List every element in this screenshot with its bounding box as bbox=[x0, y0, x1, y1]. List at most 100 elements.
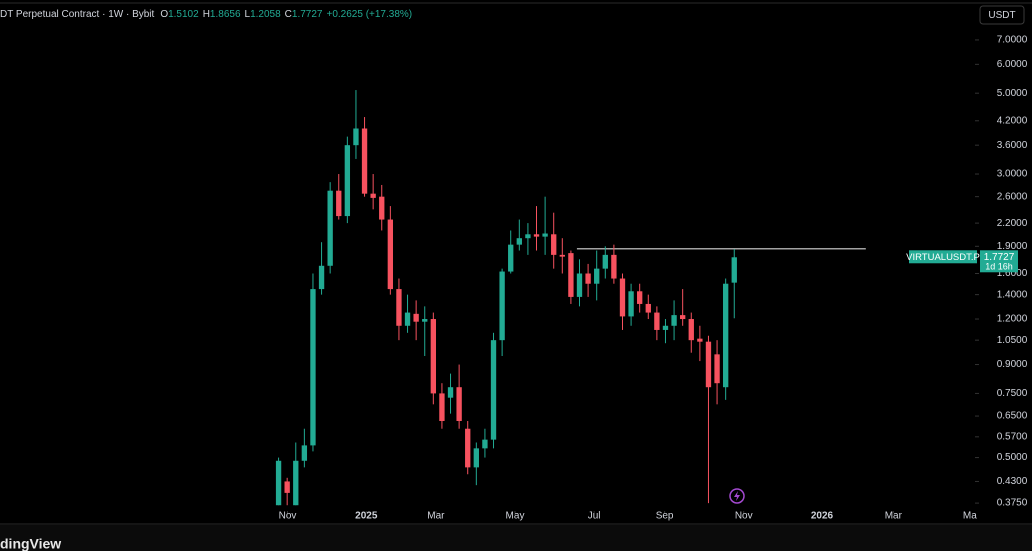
candle bbox=[344, 136, 351, 224]
candle bbox=[585, 263, 591, 297]
candle bbox=[361, 117, 368, 197]
symbol-tag-label: VIRTUALUSDT.P bbox=[906, 252, 980, 263]
candle-body bbox=[293, 460, 299, 506]
candle bbox=[482, 428, 488, 458]
header-ohlc-value: 1.2058 bbox=[250, 9, 281, 20]
candle bbox=[499, 268, 505, 357]
candle bbox=[628, 283, 634, 326]
header-ohlc-label: O bbox=[160, 9, 168, 20]
candle-body bbox=[525, 234, 531, 239]
candle bbox=[611, 244, 617, 284]
header-title: DT Perpetual Contract · 1W · Bybit bbox=[0, 9, 155, 20]
candle bbox=[619, 273, 626, 330]
footer-logo: dingView bbox=[0, 536, 61, 551]
candle bbox=[387, 206, 394, 295]
candle-body bbox=[413, 313, 419, 322]
x-tick-label: Mar bbox=[885, 511, 903, 522]
candle-body bbox=[327, 190, 333, 266]
candle bbox=[379, 184, 385, 231]
candle bbox=[645, 294, 651, 320]
header-change: +0.2625 (+17.38%) bbox=[327, 9, 413, 20]
y-tick-label: 5.0000 bbox=[997, 88, 1028, 99]
candle bbox=[654, 306, 660, 341]
y-tick-label: 6.0000 bbox=[997, 59, 1028, 70]
candle bbox=[439, 383, 445, 429]
candle bbox=[404, 294, 411, 333]
candle bbox=[551, 212, 557, 269]
candle-body bbox=[284, 481, 290, 493]
y-tick-label: 1.0500 bbox=[997, 335, 1028, 346]
candle bbox=[318, 242, 325, 295]
candle bbox=[473, 442, 479, 486]
y-tick-label: 3.0000 bbox=[997, 169, 1028, 180]
x-tick-label: 2026 bbox=[811, 511, 834, 522]
header-ohlc-value: 1.8656 bbox=[210, 9, 241, 20]
candle-body bbox=[353, 128, 359, 146]
candle-body bbox=[516, 238, 522, 245]
y-tick-label: 2.6000 bbox=[997, 191, 1028, 202]
candle bbox=[422, 306, 428, 357]
candle-body bbox=[430, 319, 436, 394]
candle-body bbox=[662, 325, 669, 330]
candle bbox=[568, 250, 574, 304]
candle-body bbox=[456, 387, 462, 422]
candle bbox=[284, 477, 290, 506]
candle bbox=[327, 182, 333, 274]
candle bbox=[533, 206, 540, 251]
x-tick-label: 2025 bbox=[355, 511, 378, 522]
candle-body bbox=[533, 234, 540, 237]
candle-body bbox=[473, 448, 479, 468]
x-tick-label: Nov bbox=[279, 511, 297, 522]
header-ohlc-value: 1.7727 bbox=[292, 9, 323, 20]
x-tick-label: May bbox=[506, 511, 525, 522]
candle-body bbox=[508, 244, 514, 272]
candle-body bbox=[576, 273, 583, 297]
currency-button-label[interactable]: USDT bbox=[988, 10, 1015, 21]
candle-body bbox=[602, 254, 608, 269]
candle-body bbox=[697, 338, 703, 342]
footer-bar bbox=[0, 525, 1032, 551]
currency-button[interactable] bbox=[979, 5, 1025, 25]
candle-body bbox=[568, 253, 574, 297]
candle-body bbox=[344, 145, 351, 217]
candle-body bbox=[542, 233, 548, 237]
candle bbox=[456, 364, 462, 429]
candle bbox=[413, 300, 419, 341]
candle bbox=[310, 273, 316, 452]
candle-body bbox=[637, 291, 643, 304]
candle bbox=[594, 250, 600, 301]
candle-body bbox=[619, 278, 626, 317]
candle bbox=[637, 283, 643, 313]
candle bbox=[602, 246, 608, 279]
candle-body bbox=[645, 303, 651, 313]
header-ohlc-label: H bbox=[203, 9, 210, 20]
candle bbox=[731, 249, 737, 319]
candle bbox=[396, 278, 402, 341]
candle-body bbox=[301, 445, 308, 461]
candle bbox=[559, 238, 565, 274]
y-tick-label: 0.6500 bbox=[997, 411, 1028, 422]
candle-body bbox=[447, 387, 454, 398]
x-tick-label: Mar bbox=[427, 511, 445, 522]
candle bbox=[688, 312, 694, 353]
y-tick-label: 7.0000 bbox=[997, 35, 1028, 46]
candle-body bbox=[379, 196, 385, 220]
candle bbox=[293, 442, 299, 506]
candle bbox=[697, 325, 703, 362]
candle bbox=[714, 340, 720, 405]
countdown-label: 1d 16h bbox=[985, 262, 1013, 272]
header-ohlc-value: 1.5102 bbox=[168, 9, 199, 20]
candle-body bbox=[705, 341, 712, 388]
candle bbox=[722, 278, 729, 400]
x-tick-label: Ma bbox=[963, 511, 977, 522]
symbol-tag bbox=[909, 250, 977, 264]
candle-body bbox=[680, 315, 686, 320]
y-tick-label: 1.2000 bbox=[997, 314, 1028, 325]
alert-icon[interactable] bbox=[729, 488, 745, 504]
header-ohlc-label: L bbox=[245, 9, 251, 20]
candle-body bbox=[731, 257, 737, 283]
y-tick-label: 4.2000 bbox=[997, 115, 1028, 126]
price-tag-label: 1.7727 bbox=[984, 252, 1015, 263]
candle bbox=[576, 259, 583, 307]
